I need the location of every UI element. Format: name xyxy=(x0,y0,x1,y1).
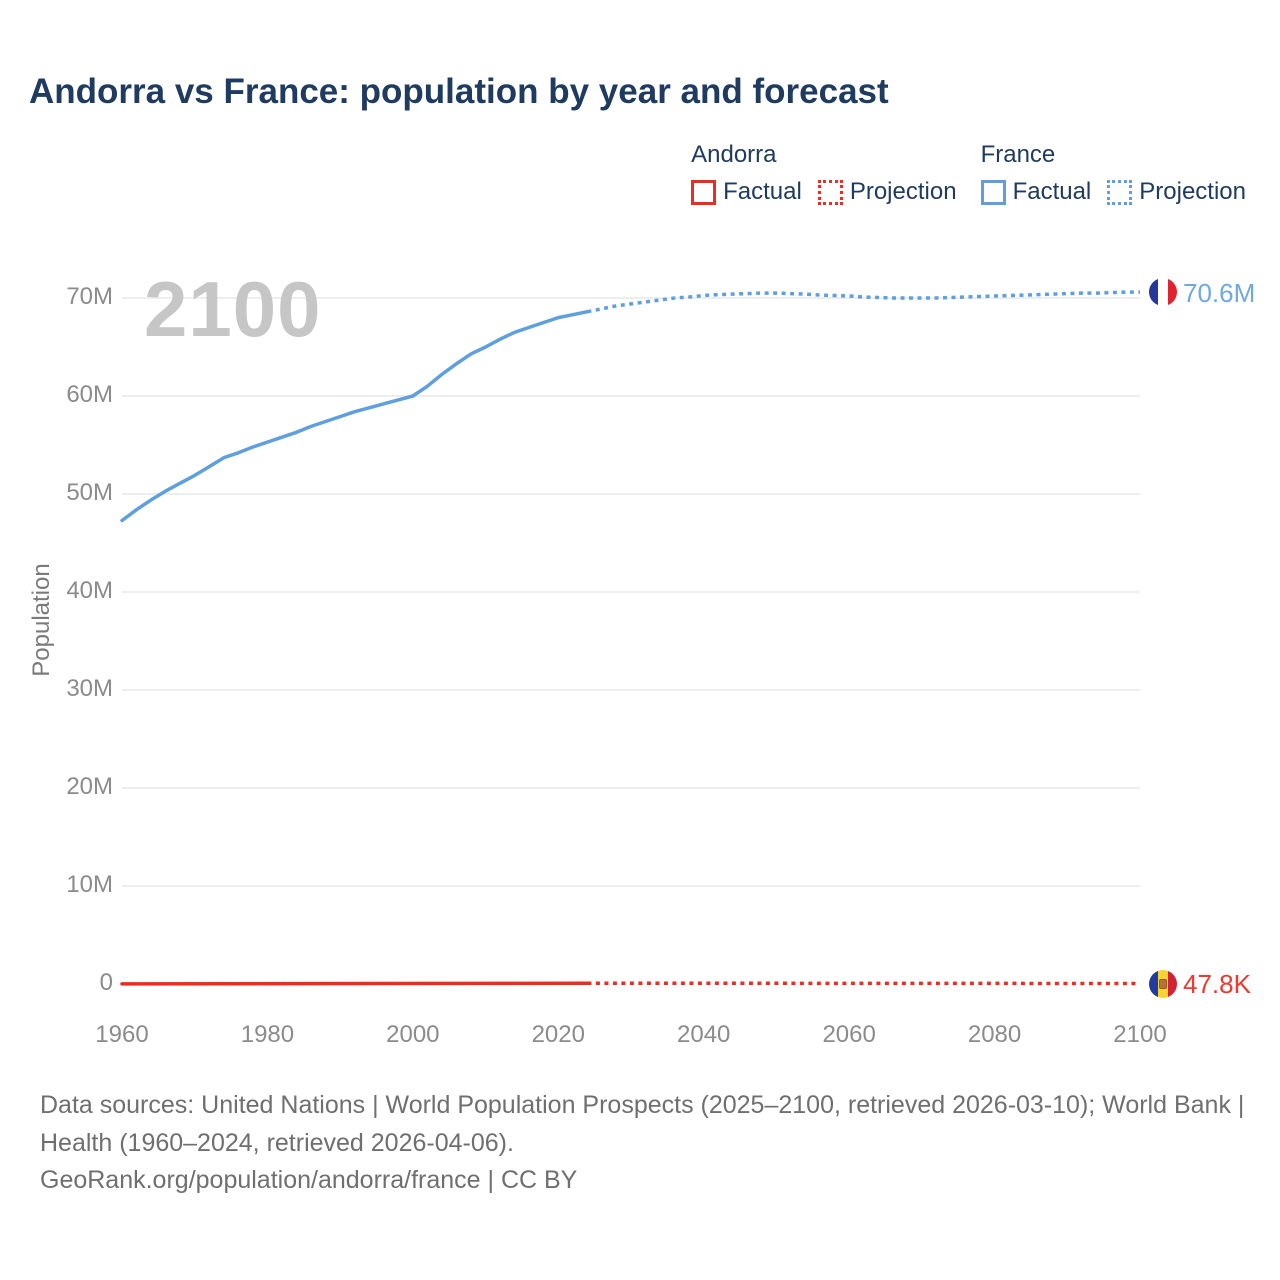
france-end-value-label: 70.6M xyxy=(1183,278,1256,308)
series-line-france-projection xyxy=(587,290,1140,314)
x-tick-label: 2040 xyxy=(677,1021,731,1048)
flag-stripe xyxy=(1149,970,1159,998)
andorra-projection-swatch-icon xyxy=(817,179,843,205)
france-factual-swatch-icon xyxy=(980,179,1006,205)
andorra-end-value-label: 47.8K xyxy=(1183,969,1251,999)
y-tick-label: 40M xyxy=(66,577,113,604)
y-tick-label: 30M xyxy=(66,675,113,702)
legend-item-andorra-factual: Factual xyxy=(691,178,802,206)
x-tick-label: 1980 xyxy=(240,1021,295,1048)
y-tick-label: 0 xyxy=(99,969,113,996)
legend-item-andorra-projection: Projection xyxy=(817,178,957,206)
legend-item-label: Projection xyxy=(849,178,957,205)
y-tick-label: 10M xyxy=(66,871,113,898)
france-projection-swatch-icon xyxy=(1107,179,1133,205)
x-tick-label: 2100 xyxy=(1113,1021,1167,1048)
legend-country-label-france: France xyxy=(980,141,1056,168)
legend: Andorra Factual Projection France Factua… xyxy=(691,141,1246,206)
watermark-year: 2100 xyxy=(144,265,322,353)
y-tick-label: 20M xyxy=(66,773,113,800)
legend-item-france-factual: Factual xyxy=(980,178,1092,206)
legend-item-label: Factual xyxy=(1012,178,1092,205)
attribution-text: GeoRank.org/population/andorra/france | … xyxy=(40,1166,578,1194)
france-flag-icon xyxy=(1149,278,1177,306)
legend-item-france-projection: Projection xyxy=(1107,178,1246,206)
flag-stripe xyxy=(1158,278,1168,306)
andorra-factual-swatch-icon xyxy=(691,179,717,205)
x-tick-label: 1960 xyxy=(95,1021,149,1048)
x-tick-label: 2060 xyxy=(822,1021,876,1048)
series-line-andorra-factual xyxy=(120,981,590,986)
footer: Data sources: United Nations | World Pop… xyxy=(40,1087,1245,1200)
x-tick-label: 2020 xyxy=(531,1021,585,1048)
x-tick-label: 2080 xyxy=(967,1021,1022,1048)
y-tick-label: 50M xyxy=(66,479,113,506)
legend-item-label: Projection xyxy=(1139,178,1246,205)
legend-country-label-andorra: Andorra xyxy=(691,141,777,168)
page-title: Andorra vs France: population by year an… xyxy=(29,72,889,111)
y-tick-label: 60M xyxy=(66,381,113,408)
legend-row-andorra: Factual Projection xyxy=(691,178,957,206)
legend-item-label: Factual xyxy=(723,178,802,205)
andorra-emblem-icon xyxy=(1159,979,1167,989)
flag-stripe xyxy=(1167,970,1177,998)
flag-stripe xyxy=(1167,278,1177,306)
flag-stripe xyxy=(1149,278,1159,306)
y-tick-label: 70M xyxy=(66,283,113,310)
legend-row-france: Factual Projection xyxy=(980,178,1246,206)
legend-group-andorra: Andorra Factual Projection xyxy=(691,141,957,206)
x-tick-label: 2000 xyxy=(386,1021,440,1048)
series-line-france-factual xyxy=(120,309,590,523)
data-sources-text: Data sources: United Nations | World Pop… xyxy=(40,1091,1245,1157)
andorra-flag-icon xyxy=(1149,970,1177,998)
legend-group-france: France Factual Projection xyxy=(980,141,1246,206)
